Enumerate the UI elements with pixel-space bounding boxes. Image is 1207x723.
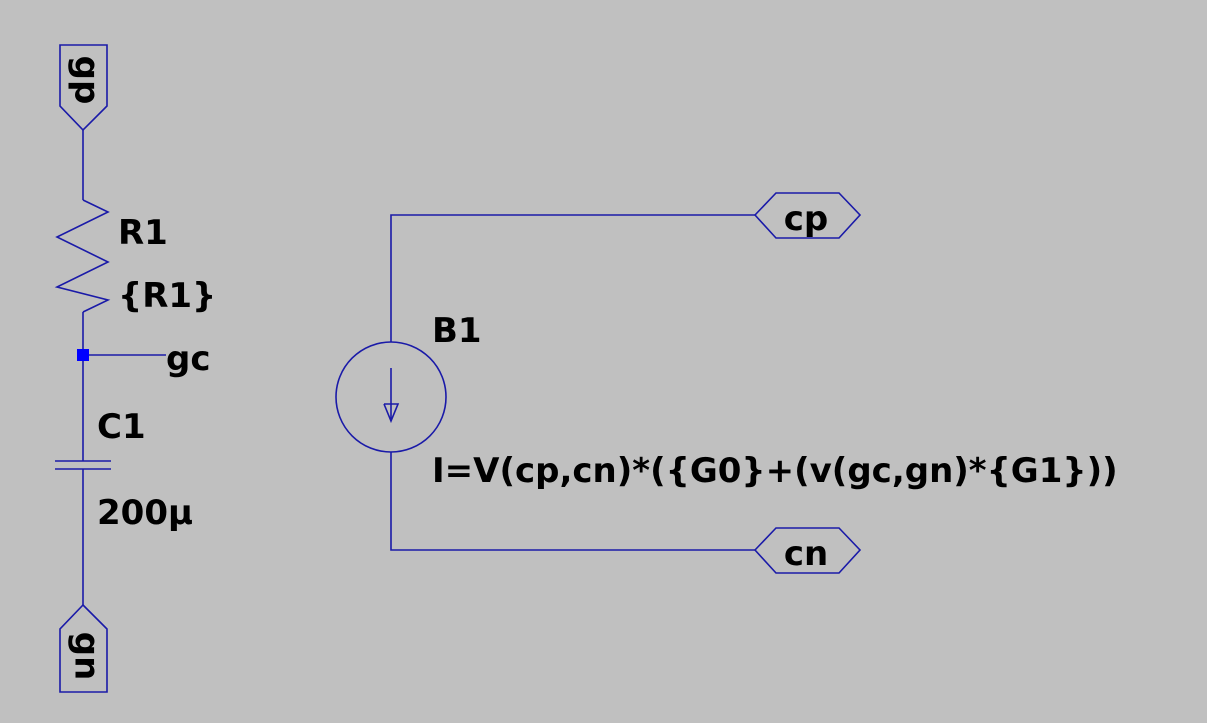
port-cn[interactable] <box>753 527 862 574</box>
net-label-cn: cn <box>784 534 828 574</box>
r1-name: R1 <box>118 213 168 253</box>
wire-b1-cp <box>390 214 755 342</box>
r1-value[interactable]: {R1} <box>118 276 216 316</box>
resistor-r1[interactable] <box>54 199 111 313</box>
net-label-cp: cp <box>784 199 829 239</box>
net-label-gn: gn <box>67 632 107 681</box>
b1-expression[interactable]: I=V(cp,cn)*({G0}+(v(gc,gn)*{G1})) <box>432 451 1118 491</box>
c1-name: C1 <box>97 407 146 447</box>
wire-b1-cn <box>390 452 755 551</box>
net-label-gp: gp <box>67 56 107 105</box>
port-gp[interactable] <box>59 44 108 132</box>
net-label-gc: gc <box>166 339 211 379</box>
b1-name: B1 <box>432 311 482 351</box>
current-arrow-icon <box>383 403 400 424</box>
c1-value[interactable]: 200µ <box>97 493 193 533</box>
port-cp[interactable] <box>753 192 862 239</box>
port-gn[interactable] <box>59 603 108 693</box>
junction-dot <box>77 349 89 361</box>
